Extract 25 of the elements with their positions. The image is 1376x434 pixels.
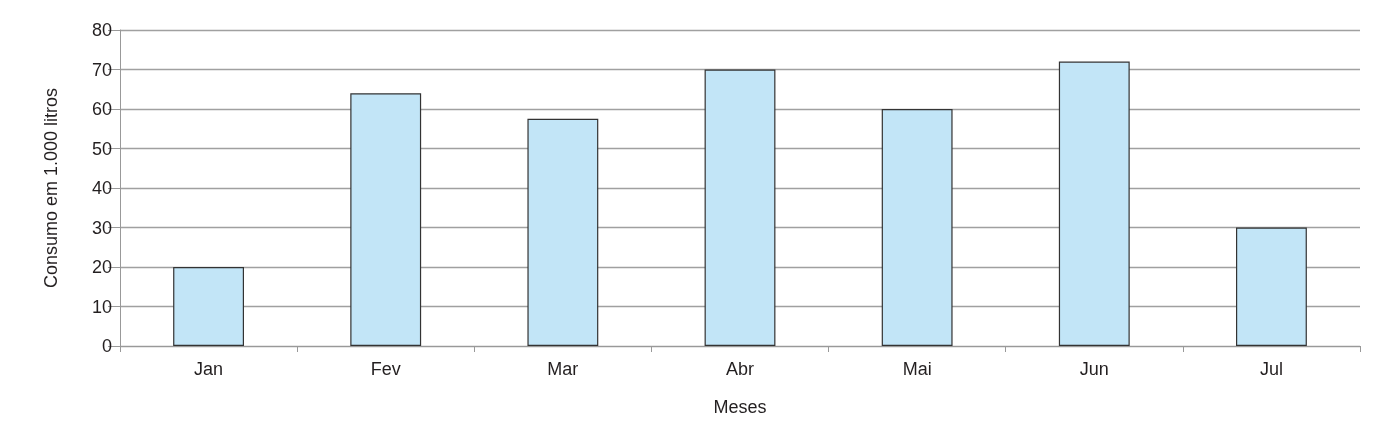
x-tick-label: Mar <box>547 359 579 379</box>
y-tick-label: 80 <box>91 20 112 40</box>
y-tick-label: 70 <box>91 59 112 80</box>
x-tick-label: Jan <box>194 359 224 379</box>
bar <box>881 109 953 346</box>
x-axis-title: Meses <box>713 397 767 417</box>
x-tick-label: Jun <box>1079 359 1109 379</box>
y-axis-title: Consumo em 1.000 litros <box>41 87 61 289</box>
x-tick-label: Abr <box>725 359 755 379</box>
y-tick-label: 10 <box>91 296 112 317</box>
y-tick-label: 40 <box>91 178 112 198</box>
y-tick-label: 30 <box>91 217 112 238</box>
bar <box>350 93 422 346</box>
bar <box>527 118 599 346</box>
y-tick-label: 20 <box>91 257 112 277</box>
y-tick-label: 0 <box>101 336 112 356</box>
bar <box>1236 227 1307 346</box>
x-tick-label: Jul <box>1259 359 1283 379</box>
bar <box>1058 61 1130 346</box>
bar <box>704 69 776 346</box>
x-tick-label: Fev <box>370 359 401 379</box>
y-tick-label: 50 <box>91 138 112 159</box>
x-tick-label: Mai <box>902 359 932 379</box>
y-tick-label: 60 <box>91 99 112 119</box>
bar <box>173 267 244 346</box>
